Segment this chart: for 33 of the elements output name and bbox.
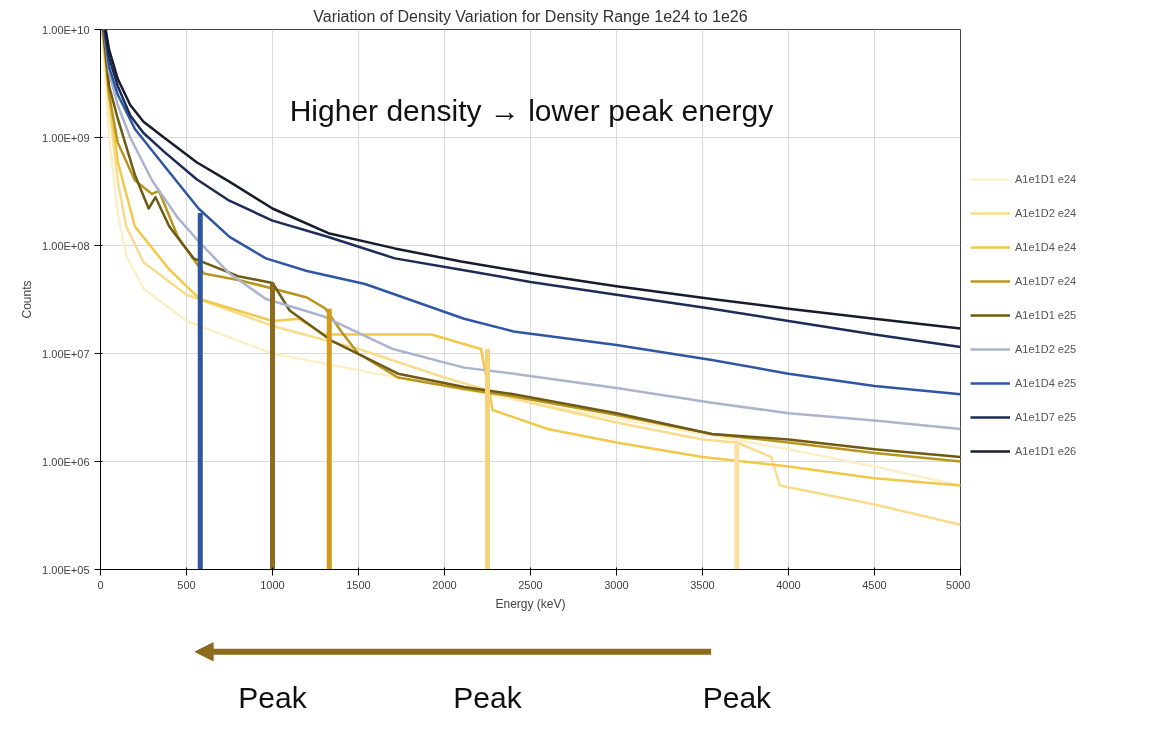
x-tick-label: 3500	[690, 578, 715, 591]
legend-label: A1e1D1 e26	[1015, 445, 1077, 457]
text: Peak	[453, 681, 523, 714]
y-axis-title: Counts	[20, 280, 35, 319]
text: Peak	[702, 681, 773, 714]
y-tick-label: 1.00E+08	[42, 239, 90, 252]
x-tick-label: 1500	[346, 578, 371, 591]
legend-label: A1e1D4 e25	[1015, 377, 1077, 389]
legend-label: A1e1D7 e24	[1015, 275, 1077, 287]
y-tick-label: 1.00E+10	[42, 23, 90, 36]
x-tick-label: 4500	[862, 578, 887, 591]
x-tick-label: 500	[177, 578, 196, 591]
legend-label: A1e1D4 e24	[1015, 241, 1077, 253]
y-tick-label: 1.00E+06	[42, 455, 90, 468]
x-tick-label: 1000	[260, 578, 285, 591]
y-tick-label: 1.00E+05	[42, 563, 90, 576]
chart-title: Variation of Density Variation for Density Range 1e24 to 1e26	[313, 7, 748, 25]
x-tick-label: 3000	[604, 578, 629, 591]
legend-label: A1e1D2 e24	[1015, 207, 1077, 219]
x-tick-label: 4000	[776, 578, 801, 591]
x-tick-label: 0	[97, 578, 104, 591]
legend-label: A1e1D1 e25	[1015, 309, 1077, 321]
x-tick-label: 2500	[518, 578, 543, 591]
x-tick-label: 5000	[946, 578, 971, 591]
legend-label: A1e1D7 e25	[1015, 411, 1077, 423]
text: Peak	[238, 681, 308, 714]
y-tick-label: 1.00E+07	[42, 347, 90, 360]
annotation: Higher density → lower peak energy	[289, 93, 774, 127]
y-tick-label: 1.00E+09	[42, 131, 90, 144]
legend-label: A1e1D2 e25	[1015, 343, 1077, 355]
x-tick-label: 2000	[432, 578, 457, 591]
x-axis-title: Energy (keV)	[495, 596, 566, 611]
legend-label: A1e1D1 e24	[1015, 173, 1077, 185]
